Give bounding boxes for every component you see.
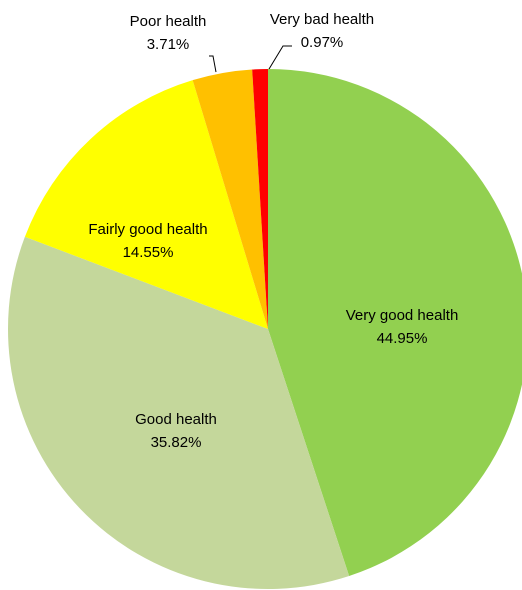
slice-label: Poor health xyxy=(130,13,207,30)
slice-value: 14.55% xyxy=(123,244,174,261)
pie-slice xyxy=(252,69,268,329)
pie-slice xyxy=(8,236,350,589)
pie-slice xyxy=(192,69,268,330)
slice-value: 35.82% xyxy=(151,434,202,451)
pie-slice xyxy=(24,80,268,329)
slice-value: 44.95% xyxy=(377,330,428,347)
slice-label: Fairly good health xyxy=(88,221,207,238)
leader-line xyxy=(209,55,217,73)
pie-slice xyxy=(268,69,522,577)
slice-value: 0.97% xyxy=(301,34,344,51)
slice-label: Very bad health xyxy=(270,11,374,28)
slice-label: Very good health xyxy=(346,307,459,324)
leader-line xyxy=(265,45,292,75)
slice-value: 3.71% xyxy=(147,36,190,53)
slice-label: Good health xyxy=(135,411,217,428)
